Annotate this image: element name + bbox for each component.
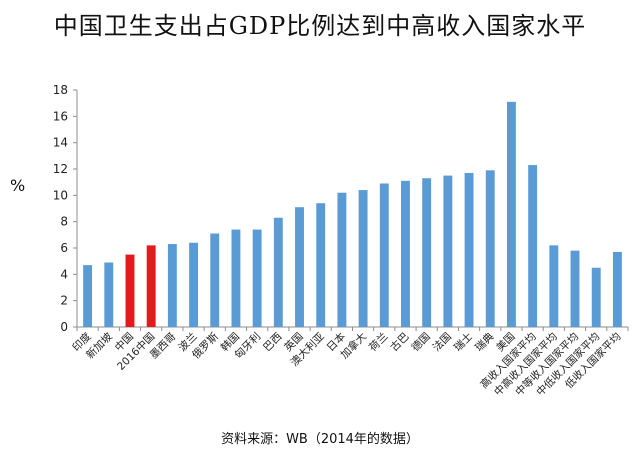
bar [549,245,559,327]
category-label: 德国 [409,330,433,354]
bar [273,217,283,327]
bar [210,233,220,327]
category-label: 法国 [430,330,454,354]
bar [83,265,93,327]
category-label: 瑞典 [472,330,496,354]
bar [104,262,114,327]
y-tick-label: 4 [60,267,68,281]
category-label: 巴西 [261,331,284,354]
chart-title: 中国卫生支出占GDP比例达到中高收入国家水平 [53,12,587,40]
y-tick-label: 0 [60,320,68,334]
y-tick-label: 6 [60,241,68,255]
bar [337,192,347,327]
bar [295,207,304,327]
bar [612,251,622,327]
bar [358,190,368,327]
y-tick-label: 8 [60,215,68,229]
bar [189,242,199,327]
y-tick-label: 18 [53,83,68,97]
category-label: 荷兰 [366,330,390,354]
bar [401,180,410,327]
source-note: 资料来源：WB（2014年的数据） [221,432,419,447]
y-tick-label: 12 [53,162,68,176]
y-tick-label: 16 [53,109,68,123]
bar [252,229,262,327]
y-tick-label: 2 [60,294,68,308]
category-label: 古巴 [388,330,412,354]
bar [167,244,177,327]
bar [125,254,135,327]
bar [316,203,326,327]
category-label: 瑞士 [451,330,475,354]
bar [570,250,580,327]
bar [506,101,516,327]
bar [146,245,156,327]
y-tick-label: 10 [53,188,68,202]
bar [443,175,453,327]
bar [231,229,241,327]
y-axis-label: % [10,176,26,195]
bar [422,178,432,327]
bar [591,267,601,327]
bar [528,165,538,327]
bar [464,172,474,327]
y-tick-label: 14 [53,136,68,150]
bar [379,183,389,327]
bar [485,170,495,327]
